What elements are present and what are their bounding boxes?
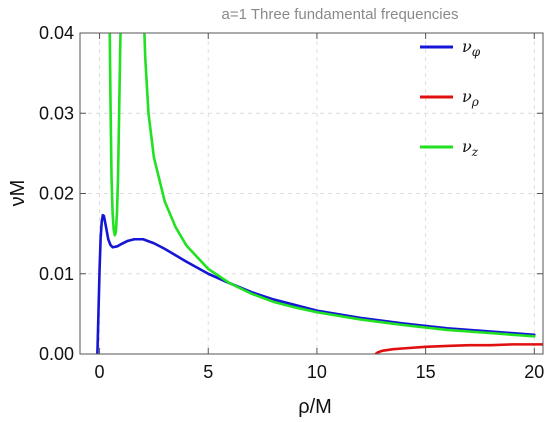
tick-labels: 0 5 10 15 20 0.00 0.01 0.02 0.03 0.04 xyxy=(39,23,544,382)
y-tick-label: 0.01 xyxy=(39,264,74,284)
y-tick-label: 0.00 xyxy=(39,344,74,364)
x-tick-label: 20 xyxy=(524,362,544,382)
y-axis-title: νM xyxy=(7,180,29,207)
x-tick-label: 5 xyxy=(203,362,213,382)
y-tick-label: 0.03 xyxy=(39,103,74,123)
legend: νφ νρ νz xyxy=(420,37,481,159)
x-tick-label: 10 xyxy=(307,362,327,382)
y-tick-label: 0.04 xyxy=(39,23,74,43)
legend-label: νρ xyxy=(462,87,479,109)
series-layer xyxy=(96,33,543,354)
series-line xyxy=(374,343,543,354)
x-axis-title: ρ/M xyxy=(298,396,332,418)
legend-label: νz xyxy=(462,137,479,159)
series-line xyxy=(108,33,122,237)
x-tick-label: 0 xyxy=(95,362,105,382)
ticks xyxy=(80,32,543,355)
series-line xyxy=(143,33,536,338)
grid xyxy=(80,32,543,355)
y-tick-label: 0.02 xyxy=(39,184,74,204)
x-tick-label: 15 xyxy=(416,362,436,382)
series-line xyxy=(96,213,536,354)
legend-label: νφ xyxy=(462,37,481,59)
chart-title: a=1 Three fundamental frequencies xyxy=(222,6,459,23)
